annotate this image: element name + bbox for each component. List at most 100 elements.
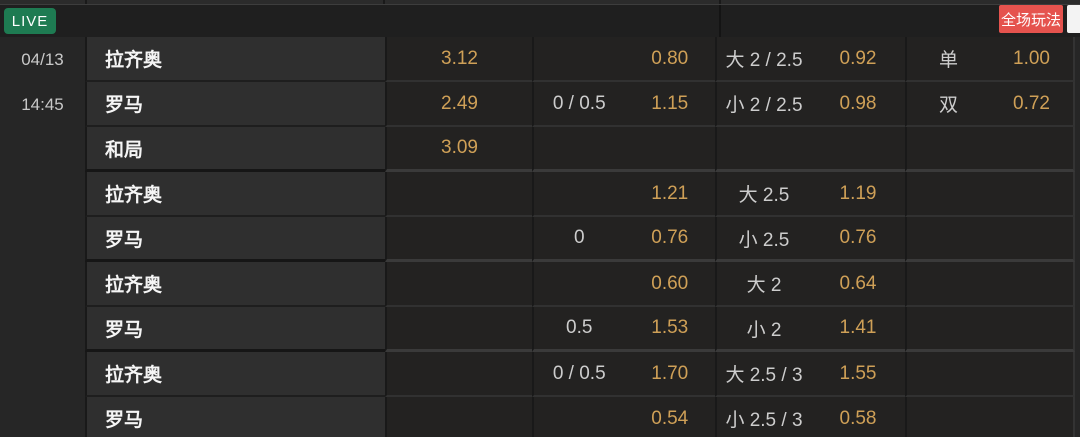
odds-row: 罗马 0 0.76 小 2.5 0.76 (85, 217, 1075, 262)
odds-row: 拉齐奥 0.60 大 2 0.64 (85, 262, 1075, 307)
handicap-odds-cell[interactable]: 0 / 0.5 1.15 (532, 82, 715, 127)
handicap-odds-cell (532, 127, 715, 172)
odd-even-odds-cell (905, 352, 1075, 397)
odd-even-odds-cell[interactable]: 单 1.00 (905, 37, 1075, 82)
divider (383, 0, 385, 4)
handicap-odds: 1.15 (651, 92, 689, 114)
team-name-cell: 拉齐奥 (85, 37, 385, 82)
handicap-odds-cell[interactable]: 1.21 (532, 172, 715, 217)
team-name-cell: 罗马 (85, 307, 385, 352)
divider (85, 0, 87, 4)
team-name: 拉齐奥 (105, 365, 163, 386)
team-name: 罗马 (105, 229, 144, 251)
total-odds-cell[interactable]: 大 2 / 2.5 0.92 (715, 37, 905, 82)
total-odds: 0.76 (839, 227, 877, 248)
moneyline-odds-cell[interactable]: 3.09 (385, 127, 532, 172)
handicap-odds-cell[interactable]: 0.5 1.53 (532, 307, 715, 352)
team-name: 拉齐奥 (105, 275, 163, 296)
odd-even-label: 双 (938, 95, 958, 116)
handicap-odds: 1.70 (651, 362, 689, 384)
match-time: 14:45 (21, 94, 64, 114)
total-line: 小 2 / 2.5 (725, 95, 803, 116)
total-odds-cell[interactable]: 大 2 0.64 (715, 262, 905, 307)
odds-row: 拉齐奥 1.21 大 2.5 1.19 (85, 172, 1075, 217)
moneyline-odds: 3.09 (441, 137, 478, 158)
odds-table: 拉齐奥 3.12 0.80 大 2 / 2.5 0.92 单 1.00 罗马 2… (85, 37, 1075, 437)
total-line: 大 2.5 / 3 (725, 365, 803, 386)
team-name-cell: 拉齐奥 (85, 172, 385, 217)
total-odds-cell[interactable]: 大 2.5 1.19 (715, 172, 905, 217)
total-odds: 0.58 (839, 407, 877, 429)
match-date: 04/13 (21, 49, 64, 69)
total-odds: 0.92 (839, 47, 877, 69)
team-name-cell: 拉齐奥 (85, 262, 385, 307)
odds-row: 拉齐奥 0 / 0.5 1.70 大 2.5 / 3 1.55 (85, 352, 1075, 397)
team-name: 罗马 (105, 319, 144, 341)
team-name: 罗马 (105, 410, 144, 431)
handicap-odds-cell[interactable]: 0.80 (532, 37, 715, 82)
handicap-odds-cell[interactable]: 0.60 (532, 262, 715, 307)
handicap-line: 0.5 (566, 317, 593, 338)
handicap-odds-cell[interactable]: 0.54 (532, 397, 715, 437)
header-divider (719, 5, 721, 37)
moneyline-odds-cell (385, 217, 532, 262)
moneyline-odds-cell (385, 352, 532, 397)
handicap-odds: 1.53 (651, 317, 689, 338)
match-time-rail: 04/13 14:45 (0, 37, 85, 437)
moneyline-odds-cell[interactable]: 3.12 (385, 37, 532, 82)
moneyline-odds-cell (385, 397, 532, 437)
total-line: 大 2 / 2.5 (725, 50, 803, 71)
total-odds-cell[interactable]: 小 2.5 0.76 (715, 217, 905, 262)
moneyline-odds-cell (385, 262, 532, 307)
odd-even-label: 单 (938, 50, 958, 71)
odd-even-odds-cell[interactable]: 双 0.72 (905, 82, 1075, 127)
team-name: 和局 (105, 139, 144, 161)
moneyline-odds-cell (385, 172, 532, 217)
total-odds: 0.98 (839, 92, 877, 114)
total-odds: 1.55 (839, 362, 877, 384)
odds-row: 罗马 0.54 小 2.5 / 3 0.58 (85, 397, 1075, 437)
odd-even-odds-cell (905, 127, 1075, 172)
partial-button[interactable] (1067, 5, 1080, 33)
divider (719, 0, 721, 4)
total-odds-cell (715, 127, 905, 172)
team-name: 拉齐奥 (105, 50, 163, 71)
live-badge: LIVE (4, 8, 56, 34)
total-line: 小 2 (746, 319, 782, 341)
odds-row: 拉齐奥 3.12 0.80 大 2 / 2.5 0.92 单 1.00 (85, 37, 1075, 82)
top-sliver (0, 0, 1080, 5)
full-game-markets-button[interactable]: 全场玩法 (999, 5, 1063, 33)
odd-even-odds-cell (905, 172, 1075, 217)
total-line: 小 2.5 / 3 (725, 410, 803, 431)
total-line: 大 2 (746, 275, 782, 296)
handicap-odds: 1.21 (651, 182, 689, 204)
handicap-odds: 0.54 (651, 407, 689, 429)
handicap-odds: 0.60 (651, 272, 689, 294)
moneyline-odds-cell[interactable]: 2.49 (385, 82, 532, 127)
handicap-odds-cell[interactable]: 0 0.76 (532, 217, 715, 262)
total-odds: 0.64 (839, 272, 877, 294)
moneyline-odds: 2.49 (441, 92, 478, 114)
odd-even-odds-cell (905, 217, 1075, 262)
total-odds-cell[interactable]: 大 2.5 / 3 1.55 (715, 352, 905, 397)
odd-even-odds-cell (905, 307, 1075, 352)
team-name: 罗马 (105, 95, 144, 116)
total-line: 大 2.5 (738, 185, 790, 206)
total-odds-cell[interactable]: 小 2 1.41 (715, 307, 905, 352)
handicap-line: 0 / 0.5 (552, 362, 606, 384)
odds-row: 罗马 0.5 1.53 小 2 1.41 (85, 307, 1075, 352)
odds-row: 和局 3.09 (85, 127, 1075, 172)
moneyline-odds: 3.12 (441, 47, 478, 69)
handicap-odds-cell[interactable]: 0 / 0.5 1.70 (532, 352, 715, 397)
handicap-line: 0 (573, 227, 585, 248)
total-odds: 1.41 (839, 317, 877, 338)
odds-row: 罗马 2.49 0 / 0.5 1.15 小 2 / 2.5 0.98 双 0.… (85, 82, 1075, 127)
team-name-cell: 罗马 (85, 82, 385, 127)
team-name: 拉齐奥 (105, 185, 163, 206)
total-odds-cell[interactable]: 小 2 / 2.5 0.98 (715, 82, 905, 127)
total-odds-cell[interactable]: 小 2.5 / 3 0.58 (715, 397, 905, 437)
handicap-odds: 0.76 (651, 227, 689, 248)
total-odds: 1.19 (839, 182, 877, 204)
team-name-cell: 和局 (85, 127, 385, 172)
